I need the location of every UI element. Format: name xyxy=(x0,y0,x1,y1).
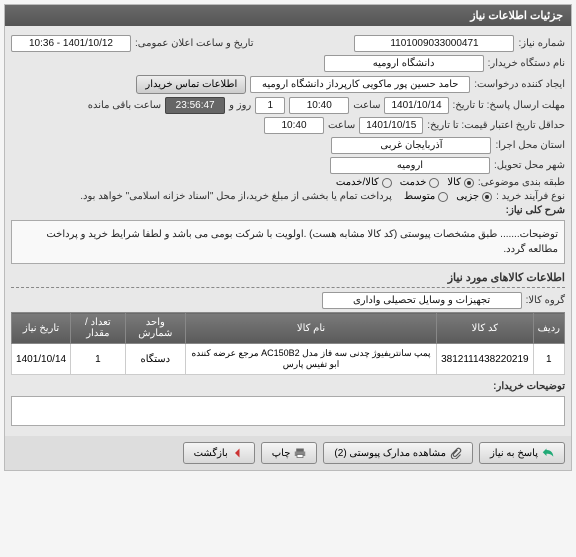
reply-icon xyxy=(542,447,554,459)
label-day-and: روز و xyxy=(229,100,251,111)
panel-header: جزئیات اطلاعات نیاز xyxy=(5,5,571,26)
label-remaining: ساعت باقی مانده xyxy=(88,100,161,111)
td-row: 1 xyxy=(533,344,564,375)
row-buyer-notes: توضیحات خریدار: xyxy=(11,381,565,392)
field-buyer: دانشگاه ارومیه xyxy=(324,55,484,72)
label-requester: ایجاد کننده درخواست: xyxy=(474,79,565,90)
td-code: 3812111438220219 xyxy=(437,344,534,375)
label-buyer-notes: توضیحات خریدار: xyxy=(493,381,565,392)
label-hour-2: ساعت xyxy=(328,120,355,131)
field-requester: حامد حسین پور ماکویی کارپرداز دانشگاه ار… xyxy=(250,76,470,93)
field-price-date: 1401/10/15 xyxy=(359,117,423,134)
field-city: ارومیه xyxy=(330,157,490,174)
td-qty: 1 xyxy=(71,344,126,375)
radio-service[interactable]: خدمت xyxy=(400,177,440,188)
field-deadline-time: 10:40 xyxy=(289,97,349,114)
row-city: شهر محل تحویل: ارومیه xyxy=(11,157,565,174)
th-qty: تعداد / مقدار xyxy=(71,313,126,344)
field-days: 1 xyxy=(255,97,285,114)
th-unit: واحد شمارش xyxy=(125,313,185,344)
row-purchase-type: نوع فرآیند خرید : جزیی متوسط پرداخت تمام… xyxy=(11,191,565,202)
panel-title: جزئیات اطلاعات نیاز xyxy=(470,10,563,22)
th-code: کد کالا xyxy=(437,313,534,344)
purchase-radio-group: جزیی متوسط xyxy=(404,191,492,202)
label-category: طبقه بندی موضوعی: xyxy=(478,177,565,188)
label-purchase: نوع فرآیند خرید : xyxy=(496,191,565,202)
back-icon xyxy=(232,447,244,459)
label-buyer: نام دستگاه خریدار: xyxy=(488,58,565,69)
panel-body: شماره نیاز: 1101009033000471 تاریخ و ساع… xyxy=(5,26,571,436)
row-desc-label: شرح کلی نیاز: xyxy=(11,205,565,216)
purchase-note: پرداخت تمام یا بخشی از مبلغ خرید،از محل … xyxy=(80,191,392,202)
field-deadline-date: 1401/10/14 xyxy=(384,97,448,114)
field-need-no: 1101009033000471 xyxy=(354,35,514,52)
category-radio-group: کالا خدمت کالا/خدمت xyxy=(336,177,474,188)
contact-info-button[interactable]: اطلاعات تماس خریدار xyxy=(136,75,246,94)
radio-icon xyxy=(382,178,392,188)
th-date: تاریخ نیاز xyxy=(12,313,71,344)
row-need-announce: شماره نیاز: 1101009033000471 تاریخ و ساع… xyxy=(11,35,565,52)
label-hour-1: ساعت xyxy=(353,100,380,111)
row-price-valid: حداقل تاریخ اعتبار قیمت: تا تاریخ: 1401/… xyxy=(11,117,565,134)
radio-icon xyxy=(482,192,492,202)
row-province: استان محل اجرا: آذربایجان غربی xyxy=(11,137,565,154)
radio-icon xyxy=(438,192,448,202)
td-name: پمپ سانتریفیوژ چدنی سه فاز مدل AC150B2 م… xyxy=(185,344,436,375)
row-category: طبقه بندی موضوعی: کالا خدمت کالا/خدمت xyxy=(11,177,565,188)
row-deadline: مهلت ارسال پاسخ: تا تاریخ: 1401/10/14 سا… xyxy=(11,97,565,114)
field-announce: 1401/10/12 - 10:36 xyxy=(11,35,131,52)
buyer-notes-box xyxy=(11,396,565,426)
row-buyer: نام دستگاه خریدار: دانشگاه ارومیه xyxy=(11,55,565,72)
label-province: استان محل اجرا: xyxy=(495,140,565,151)
button-bar: پاسخ به نیاز مشاهده مدارک پیوستی (2) چاپ… xyxy=(5,436,571,470)
radio-icon xyxy=(464,178,474,188)
th-row: ردیف xyxy=(533,313,564,344)
radio-icon xyxy=(429,178,439,188)
description-box: توضیحات....... طبق مشخصات پیوستی (کد کال… xyxy=(11,220,565,264)
paperclip-icon xyxy=(450,447,462,459)
row-goods-group: گروه کالا: تجهیزات و وسایل تحصیلی واداری xyxy=(11,292,565,309)
reply-button[interactable]: پاسخ به نیاز xyxy=(479,442,565,464)
field-countdown: 23:56:47 xyxy=(165,97,225,114)
label-need-no: شماره نیاز: xyxy=(518,38,565,49)
table-row: 1 3812111438220219 پمپ سانتریفیوژ چدنی س… xyxy=(12,344,565,375)
label-city: شهر محل تحویل: xyxy=(494,160,565,171)
field-goods-group: تجهیزات و وسایل تحصیلی واداری xyxy=(322,292,522,309)
label-price-valid: حداقل تاریخ اعتبار قیمت: تا تاریخ: xyxy=(427,120,565,131)
radio-medium[interactable]: متوسط xyxy=(404,191,448,202)
goods-table: ردیف کد کالا نام کالا واحد شمارش تعداد /… xyxy=(11,312,565,375)
field-province: آذربایجان غربی xyxy=(331,137,491,154)
radio-goods[interactable]: کالا xyxy=(447,177,474,188)
table-header-row: ردیف کد کالا نام کالا واحد شمارش تعداد /… xyxy=(12,313,565,344)
row-requester: ایجاد کننده درخواست: حامد حسین پور ماکوی… xyxy=(11,75,565,94)
radio-partial[interactable]: جزیی xyxy=(456,191,492,202)
radio-both[interactable]: کالا/خدمت xyxy=(336,177,392,188)
label-announce: تاریخ و ساعت اعلان عمومی: xyxy=(135,38,254,49)
th-name: نام کالا xyxy=(185,313,436,344)
back-button[interactable]: بازگشت xyxy=(183,442,255,464)
label-desc: شرح کلی نیاز: xyxy=(506,205,565,216)
goods-section-title: اطلاعات کالاهای مورد نیاز xyxy=(11,268,565,288)
attachments-button[interactable]: مشاهده مدارک پیوستی (2) xyxy=(323,442,473,464)
details-panel: جزئیات اطلاعات نیاز شماره نیاز: 11010090… xyxy=(4,4,572,471)
label-deadline: مهلت ارسال پاسخ: تا تاریخ: xyxy=(453,100,565,111)
print-button[interactable]: چاپ xyxy=(261,442,318,464)
td-date: 1401/10/14 xyxy=(12,344,71,375)
td-unit: دستگاه xyxy=(125,344,185,375)
field-price-time: 10:40 xyxy=(264,117,324,134)
label-goods-group: گروه کالا: xyxy=(526,295,565,306)
print-icon xyxy=(294,447,306,459)
